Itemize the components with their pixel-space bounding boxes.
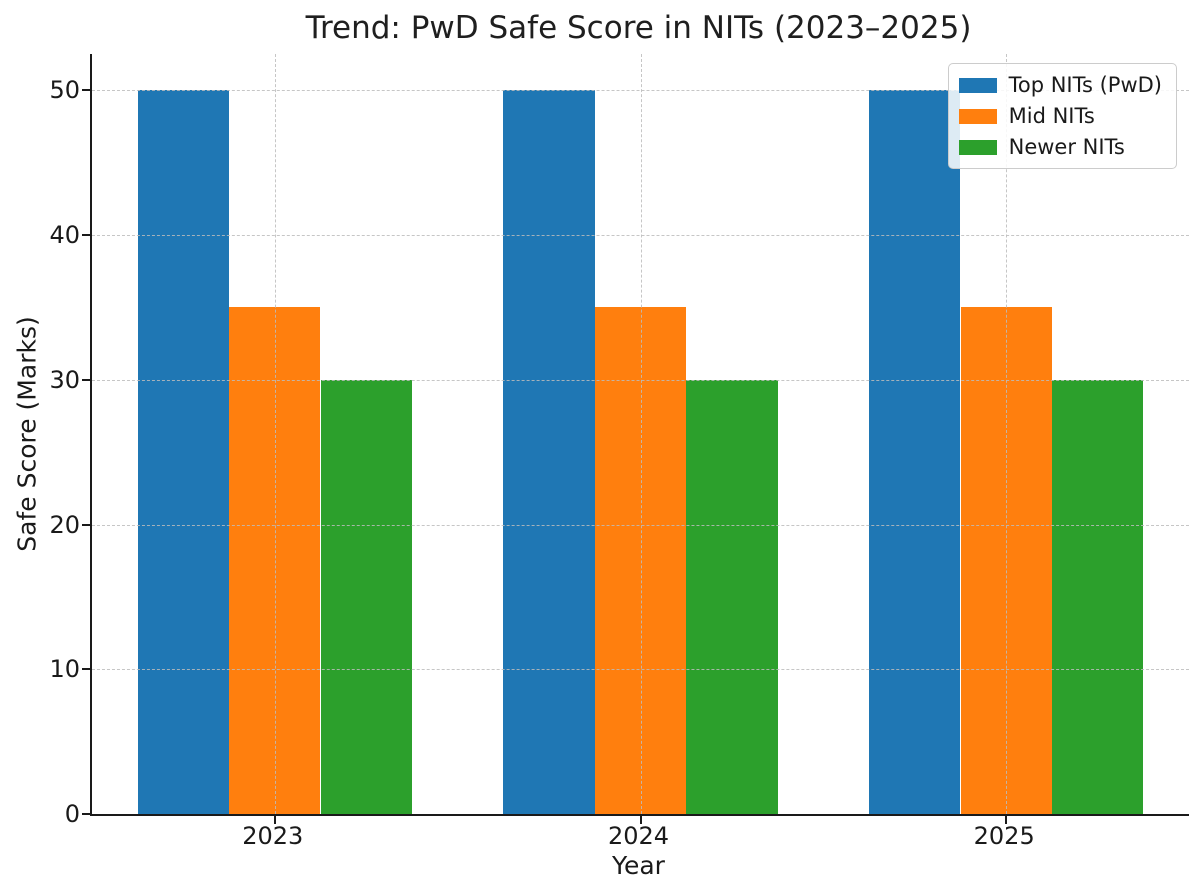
y-tick-mark-20 xyxy=(82,523,90,526)
plot-area: Top NITs (PwD) Mid NITs Newer NITs xyxy=(82,54,1189,824)
y-tick-label-10: 10 xyxy=(49,655,80,684)
legend: Top NITs (PwD) Mid NITs Newer NITs xyxy=(947,63,1177,169)
legend-swatch-top-nits-pwd xyxy=(958,77,997,93)
bar-mid-nits-2024 xyxy=(594,307,687,814)
bar-mid-nits-2023 xyxy=(229,307,321,814)
bar-newer-nits-2025 xyxy=(1051,379,1144,814)
legend-item-mid-nits: Mid NITs xyxy=(958,104,1162,128)
bar-top-nits-pwd-2024 xyxy=(503,90,595,814)
y-tick-label-0: 0 xyxy=(64,800,80,828)
bars-layer xyxy=(92,54,1189,814)
legend-item-newer-nits: Newer NITs xyxy=(958,135,1162,159)
legend-swatch-newer-nits xyxy=(958,139,997,155)
x-tick-label-2025: 2025 xyxy=(973,822,1035,850)
x-tick-label-2024: 2024 xyxy=(607,822,670,850)
y-tick-mark-0 xyxy=(82,813,90,815)
bar-newer-nits-2024 xyxy=(686,379,778,814)
y-tick-mark-10 xyxy=(82,668,90,671)
legend-label-mid-nits: Mid NITs xyxy=(1008,104,1095,128)
bar-newer-nits-2023 xyxy=(320,379,412,814)
y-tick-mark-40 xyxy=(82,234,90,236)
x-tick-mark-2024 xyxy=(639,816,642,824)
x-tick-mark-2025 xyxy=(1005,816,1008,824)
y-tick-label-20: 20 xyxy=(49,510,80,539)
legend-swatch-mid-nits xyxy=(958,108,997,124)
legend-item-top-nits-pwd: Top NITs (PwD) xyxy=(958,73,1162,97)
legend-label-top-nits-pwd: Top NITs (PwD) xyxy=(1008,73,1162,97)
y-tick-mark-30 xyxy=(82,378,90,381)
y-tick-mark-50 xyxy=(82,89,90,92)
x-axis-label: Year xyxy=(612,851,665,880)
bar-top-nits-pwd-2025 xyxy=(869,90,961,814)
y-tick-label-30: 30 xyxy=(49,365,80,394)
bar-top-nits-pwd-2023 xyxy=(137,90,230,814)
y-tick-label-40: 40 xyxy=(49,221,80,249)
chart-title: Trend: PwD Safe Score in NITs (2023–2025… xyxy=(305,10,972,46)
x-tick-mark-2023 xyxy=(273,816,276,824)
x-tick-label-2023: 2023 xyxy=(242,822,304,850)
y-tick-label-50: 50 xyxy=(49,76,80,105)
legend-label-newer-nits: Newer NITs xyxy=(1008,135,1125,159)
tickmark-layer xyxy=(82,54,1189,824)
